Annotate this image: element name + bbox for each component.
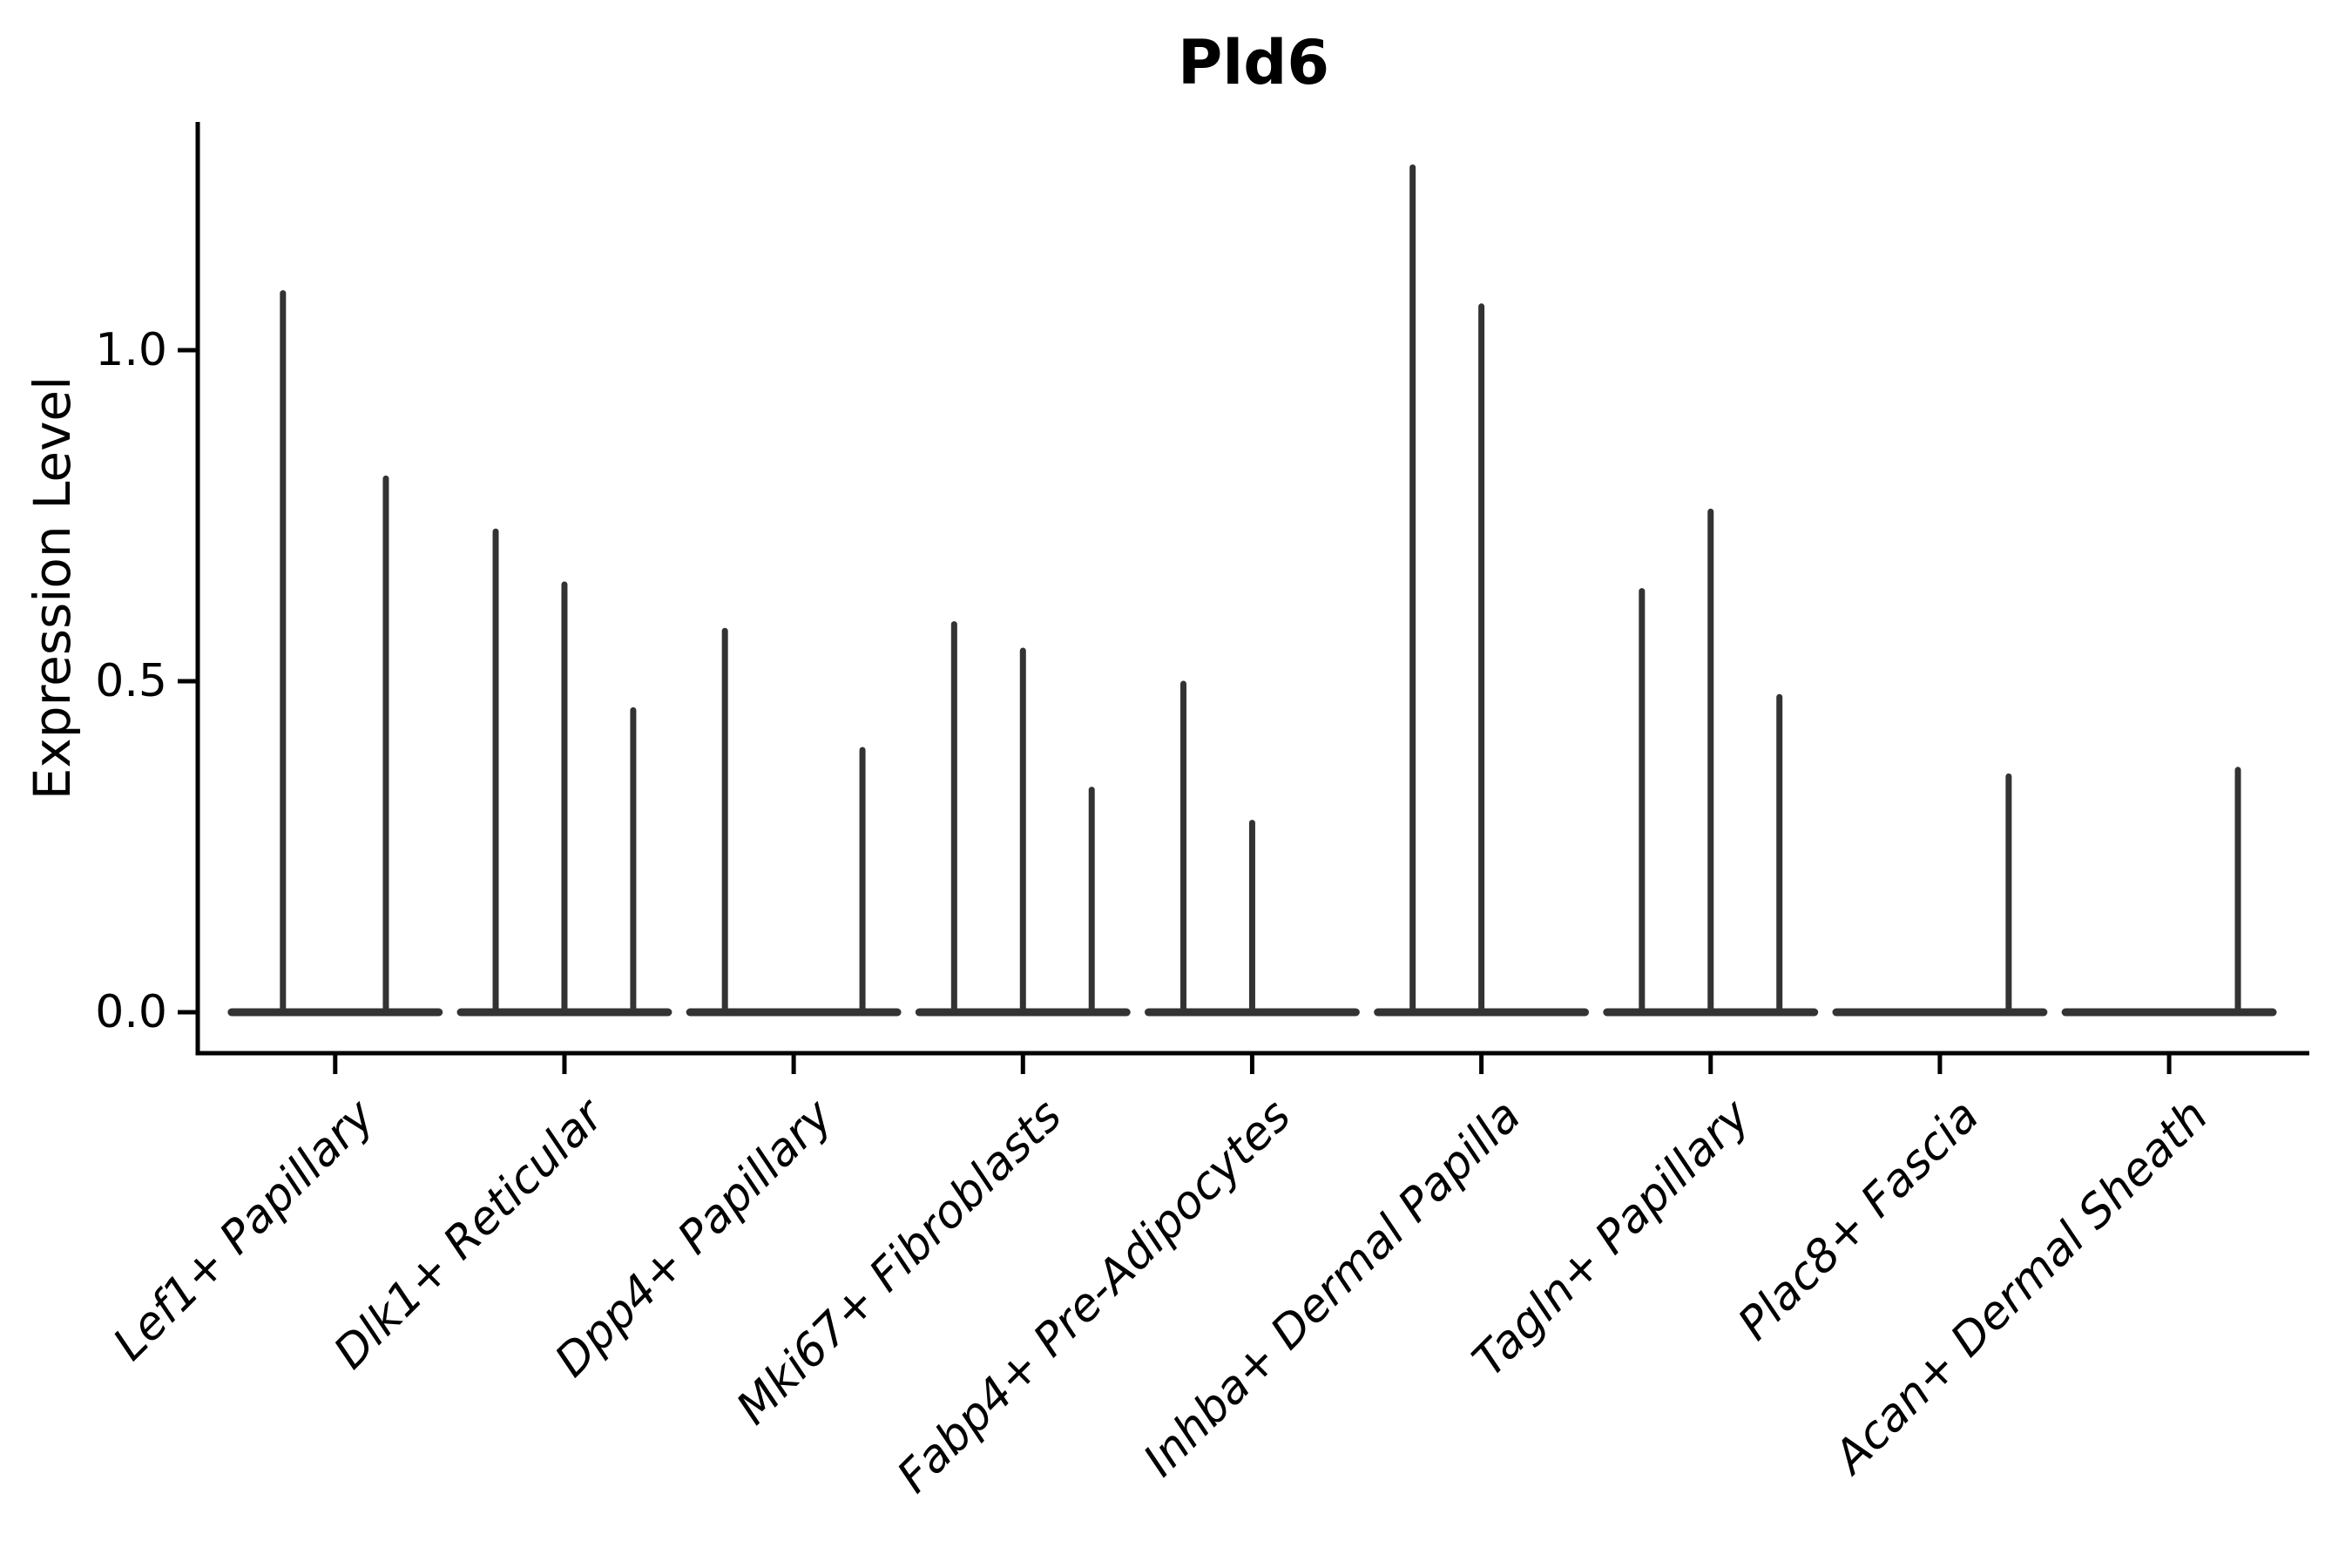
y-tick-label: 0.0	[95, 986, 167, 1038]
y-tick-label: 0.5	[95, 655, 167, 707]
y-tick-label: 1.0	[95, 324, 167, 376]
chart-title: Pld6	[1177, 27, 1330, 98]
